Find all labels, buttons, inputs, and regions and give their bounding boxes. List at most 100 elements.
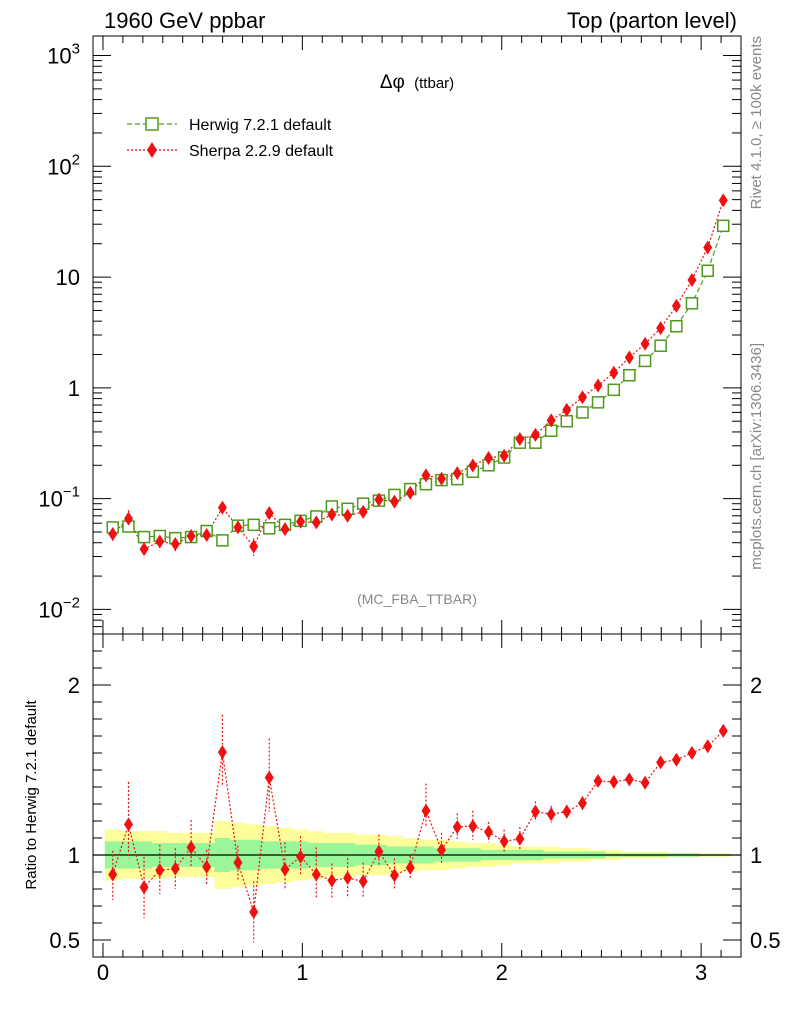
- sherpa-point: [358, 504, 368, 519]
- ratio-sherpa-point: [327, 873, 337, 888]
- ratio-sherpa-point: [123, 817, 133, 832]
- sherpa-point: [311, 515, 321, 530]
- ratio-y-label: Ratio to Herwig 7.2.1 default: [23, 700, 40, 890]
- ratio-panel: 0.5 0.5 1 1 2 2 0 1 2 3 Ratio to Herwig 7.2.1 def…: [23, 633, 781, 985]
- ratio-sherpa-point: [468, 819, 478, 834]
- sherpa-point: [484, 450, 494, 465]
- ratio-sherpa-point: [624, 772, 634, 787]
- ratio-sherpa-point: [499, 834, 509, 849]
- sherpa-point: [343, 508, 353, 523]
- sherpa-point: [437, 471, 447, 486]
- legend-herwig-label: Herwig 7.2.1 default: [189, 117, 332, 134]
- ratio-frame: [92, 633, 742, 958]
- sherpa-point: [280, 522, 290, 537]
- x-tick-label: 3: [695, 960, 707, 985]
- sherpa-point: [327, 507, 337, 522]
- sherpa-point: [389, 494, 399, 509]
- ratio-y-tick-label-right: 0.5: [750, 928, 781, 953]
- sherpa-point: [609, 365, 619, 380]
- y-tick-label: 10−1: [38, 484, 80, 512]
- sherpa-point: [249, 539, 259, 554]
- herwig-point: [263, 522, 276, 535]
- ratio-y-tick-label-right: 1: [750, 843, 762, 868]
- ratio-sherpa-point: [640, 775, 650, 790]
- herwig-point: [607, 383, 621, 397]
- sherpa-point: [530, 427, 540, 442]
- ratio-sherpa-point: [405, 860, 415, 875]
- ratio-y-tick-label-left: 2: [68, 673, 80, 698]
- collision-label: 1960 GeV ppbar: [104, 8, 265, 33]
- ratio-sherpa-point: [217, 745, 227, 760]
- herwig-point: [685, 297, 699, 310]
- herwig-point: [247, 518, 260, 532]
- mcplots-label: mcplots.cern.ch [arXiv:1306.3436]: [748, 343, 765, 570]
- y-tick-label: 1: [68, 376, 80, 401]
- herwig-point: [701, 264, 714, 278]
- ratio-sherpa-point: [562, 804, 572, 819]
- y-tick-label: 10−2: [38, 594, 80, 622]
- legend-sherpa-marker: [147, 142, 157, 158]
- sherpa-point: [687, 273, 697, 288]
- herwig-point: [623, 368, 636, 382]
- sherpa-point: [155, 534, 165, 549]
- sherpa-point: [671, 298, 681, 313]
- main-panel: 10−2 10−1 1 10 102 103 Δφ (ttbar) (MC_FBA_TTB…: [38, 35, 742, 635]
- ratio-sherpa-point: [452, 819, 462, 834]
- ratio-sherpa-point: [108, 867, 118, 882]
- ratio-sherpa-point: [280, 862, 290, 877]
- sherpa-point: [593, 378, 603, 393]
- ratio-sherpa-line: [112, 730, 724, 913]
- ratio-sherpa-point: [577, 796, 587, 811]
- sherpa-point: [264, 506, 274, 521]
- sherpa-point: [217, 500, 227, 515]
- herwig-point: [591, 396, 605, 409]
- ratio-sherpa-point: [202, 859, 212, 874]
- sherpa-point: [405, 485, 415, 500]
- ratio-y-tick-label-left: 0.5: [49, 928, 80, 953]
- sherpa-point: [624, 350, 634, 365]
- analysis-watermark: (MC_FBA_TTBAR): [357, 591, 477, 607]
- ratio-sherpa-point: [264, 770, 274, 785]
- sherpa-point: [139, 542, 149, 557]
- ratio-sherpa-point: [374, 844, 384, 859]
- sherpa-point: [202, 527, 212, 542]
- y-tick-label: 102: [47, 151, 80, 179]
- legend-herwig-marker: [145, 117, 159, 131]
- sherpa-point: [374, 492, 384, 507]
- sherpa-point: [233, 520, 243, 535]
- herwig-point: [654, 339, 667, 352]
- main-data-layer: [106, 193, 730, 559]
- ratio-y-tick-label-left: 1: [68, 843, 80, 868]
- ratio-sherpa-point: [437, 842, 447, 857]
- ratio-sherpa-point: [703, 739, 713, 754]
- sherpa-point: [468, 458, 478, 473]
- sherpa-point: [170, 536, 180, 551]
- sherpa-point: [108, 526, 118, 541]
- sherpa-point: [546, 413, 556, 428]
- ratio-sherpa-point: [389, 868, 399, 883]
- sherpa-point: [421, 468, 431, 483]
- ratio-sherpa-point: [155, 863, 165, 878]
- ratio-sherpa-point: [609, 774, 619, 789]
- sherpa-line: [112, 200, 724, 550]
- ratio-sherpa-point: [296, 849, 306, 864]
- ratio-sherpa-point: [170, 861, 180, 876]
- herwig-point: [216, 534, 229, 547]
- herwig-point: [638, 354, 652, 368]
- ratio-sherpa-point: [515, 831, 525, 846]
- process-label: Top (parton level): [567, 8, 737, 33]
- rivet-version-label: Rivet 4.1.0, ≥ 100k events: [748, 36, 765, 209]
- herwig-point: [137, 530, 151, 544]
- ratio-sherpa-point: [311, 867, 321, 882]
- ratio-sherpa-point: [233, 855, 243, 870]
- ratio-sherpa-point: [593, 774, 603, 789]
- legend: Herwig 7.2.1 default Sherpa 2.2.9 defaul…: [127, 117, 334, 160]
- herwig-point: [576, 406, 589, 419]
- ratio-sherpa-point: [249, 904, 259, 919]
- sherpa-point: [562, 402, 572, 417]
- herwig-point: [717, 219, 730, 233]
- sherpa-point: [703, 240, 713, 255]
- sherpa-point: [640, 336, 650, 351]
- ratio-sherpa-point: [718, 723, 728, 738]
